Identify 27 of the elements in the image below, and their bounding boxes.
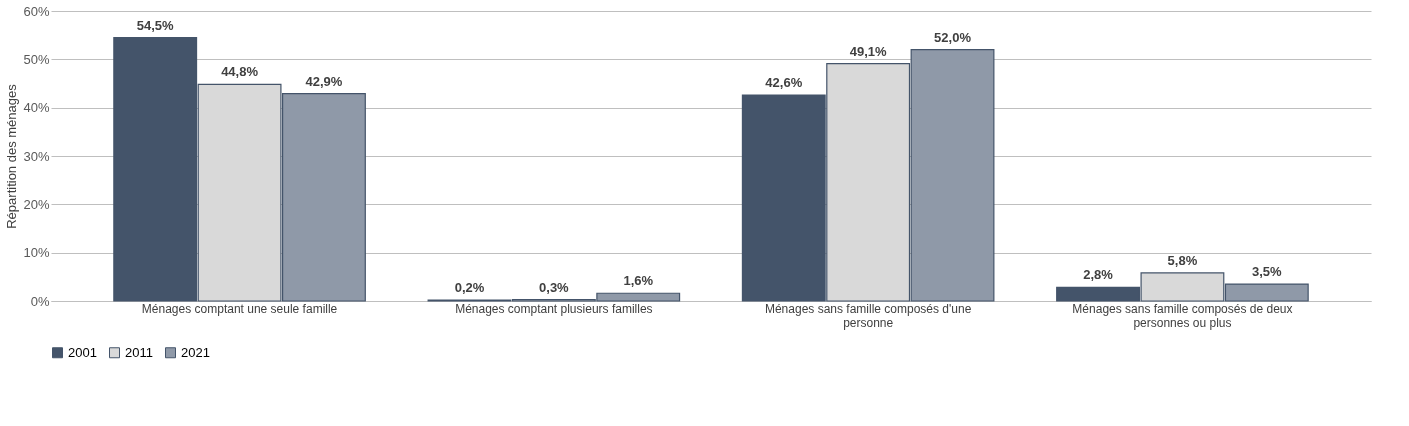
y-tick-label: 10%	[23, 245, 50, 261]
y-tick-label: 50%	[23, 51, 50, 67]
data-label: 3,5%	[1251, 264, 1283, 280]
data-label: 44,8%	[221, 64, 259, 80]
legend-label: 2011	[125, 344, 153, 360]
legend-label: 2001	[68, 344, 97, 360]
data-label: 52,0%	[934, 29, 972, 45]
x-tick-label: Ménages comptant une seule famille	[141, 301, 338, 316]
y-tick-label: 0%	[30, 293, 50, 309]
x-tick-label: Ménages sans famille composés de deux personnes ou plus	[1072, 301, 1293, 330]
y-tick-label: 30%	[23, 148, 50, 164]
data-label: 49,1%	[849, 43, 888, 59]
y-tick-label: 60%	[23, 3, 50, 19]
data-label: 1,6%	[623, 273, 654, 289]
x-tick-label: Ménages comptant plusieurs familles	[455, 301, 653, 316]
x-tick-label: Ménages sans famille composés d'une personne	[764, 301, 972, 330]
data-label: 5,8%	[1167, 252, 1198, 268]
data-label: 42,6%	[765, 75, 803, 91]
legend-label: 2021	[181, 344, 210, 360]
data-label: 54,5%	[136, 17, 175, 33]
data-label: 0,3%	[539, 279, 570, 295]
data-label: 2,8%	[1083, 267, 1114, 283]
y-tick-label: 40%	[23, 100, 50, 116]
data-label: 42,9%	[305, 73, 343, 89]
y-tick-label: 20%	[23, 196, 50, 212]
y-axis-title: Répartition des ménages	[4, 83, 20, 229]
data-label: 0,2%	[454, 280, 485, 296]
